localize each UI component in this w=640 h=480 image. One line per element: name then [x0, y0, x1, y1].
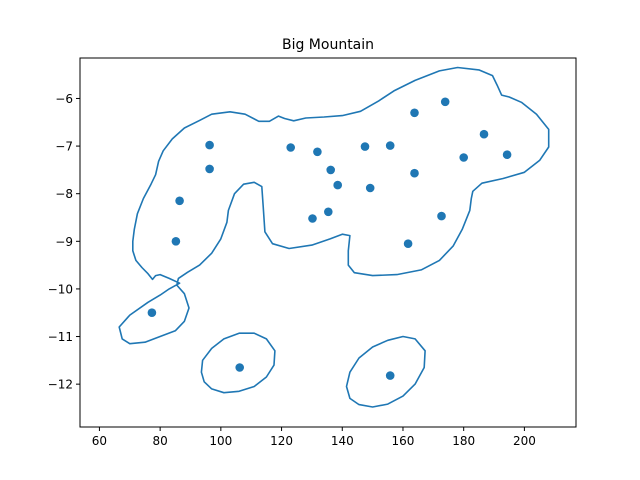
scatter-point-13 [360, 142, 370, 151]
scatter-point-5 [205, 164, 214, 174]
scatter-point-17 [403, 239, 413, 248]
scatter-point-6 [235, 363, 244, 372]
scatter-point-9 [313, 147, 322, 157]
y-tick-label: −12 [48, 378, 73, 392]
scatter-point-4 [205, 140, 214, 150]
scatter-point-8 [308, 214, 317, 223]
contour-lines [118, 66, 550, 408]
x-tick-label: 140 [331, 434, 354, 448]
x-tick-label: 200 [513, 434, 536, 448]
x-tick-label: 160 [392, 434, 415, 448]
y-tick-label: −11 [48, 330, 73, 344]
plot-frame [79, 57, 577, 428]
scatter-point-16 [385, 371, 395, 380]
x-tick-label: 120 [270, 434, 293, 448]
x-tick-label: 180 [452, 434, 475, 448]
scatter-point-19 [410, 168, 419, 178]
y-tick-label: −6 [55, 92, 73, 106]
contour-line-3 [345, 335, 426, 408]
scatter-point-11 [326, 165, 336, 175]
y-axis: −12 −11 −10 −9 −8 −7 −6 [48, 92, 80, 392]
scatter-point-12 [333, 180, 343, 190]
scatter-point-1 [147, 308, 157, 318]
x-tick-label: 80 [152, 434, 167, 448]
scatter-point-7 [286, 143, 296, 152]
x-tick-label: 60 [92, 434, 107, 448]
y-tick-label: −7 [55, 140, 73, 154]
scatter-point-20 [437, 211, 446, 221]
y-tick-label: −8 [55, 187, 73, 201]
scatter-point-23 [479, 129, 489, 139]
contour-line-2 [200, 332, 276, 394]
scatter-points [147, 97, 512, 380]
contour-line-1 [118, 66, 550, 345]
scatter-point-22 [459, 153, 469, 162]
chart-title: Big Mountain [282, 37, 374, 53]
scatter-point-3 [175, 196, 184, 206]
scatter-point-18 [410, 108, 419, 118]
scatter-point-14 [365, 183, 375, 193]
y-tick-label: −10 [48, 282, 73, 296]
scatter-point-21 [440, 97, 450, 107]
scatter-point-2 [171, 237, 181, 246]
scatter-point-15 [385, 141, 395, 150]
scatter-point-10 [324, 207, 333, 217]
x-axis: 60 80 100 120 140 160 180 200 [92, 427, 536, 448]
y-tick-label: −9 [55, 235, 73, 249]
scatter-point-24 [502, 150, 512, 159]
x-tick-label: 100 [209, 434, 232, 448]
